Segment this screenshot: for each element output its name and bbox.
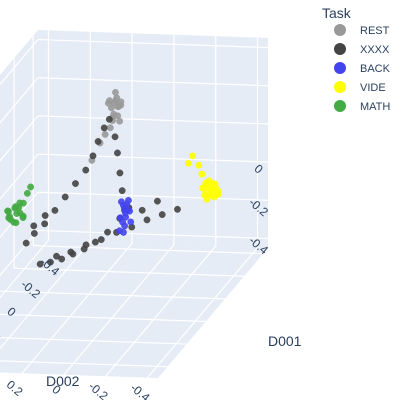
point-back [125, 197, 131, 203]
legend-label-math: MATH [360, 101, 390, 113]
point-xxxx [106, 116, 112, 122]
point-xxxx [68, 249, 74, 255]
point-xxxx [95, 138, 101, 144]
back-wall [38, 30, 268, 248]
point-xxxx [101, 125, 107, 131]
point-xxxx [144, 217, 150, 223]
point-math [20, 213, 26, 219]
point-math [24, 190, 30, 196]
point-xxxx [90, 153, 96, 159]
legend: Task REST XXXX BACK VIDE MATH [322, 5, 391, 113]
point-math [11, 219, 17, 225]
legend-title: Task [322, 5, 352, 21]
point-xxxx [42, 212, 48, 218]
point-xxxx [83, 167, 89, 173]
point-xxxx [98, 236, 104, 242]
point-rest [102, 131, 108, 137]
point-xxxx [72, 180, 78, 186]
point-vide [189, 153, 195, 159]
point-xxxx [41, 221, 47, 227]
point-math [20, 200, 26, 206]
point-xxxx [159, 211, 165, 217]
point-xxxx [104, 229, 110, 235]
point-xxxx [62, 194, 68, 200]
point-xxxx [83, 242, 89, 248]
point-rest [112, 89, 118, 95]
point-xxxx [114, 150, 120, 156]
point-xxxx [23, 240, 29, 246]
point-back [120, 229, 126, 235]
plot-scene: -0.4-0.200.20.40.6 -0.4-0.200.20.40.6 -0… [0, 30, 302, 400]
point-rest [116, 118, 122, 124]
y-tick-label: -0.2 [86, 379, 111, 400]
point-rest [115, 103, 121, 109]
point-back [121, 223, 127, 229]
legend-label-xxxx: XXXX [360, 44, 390, 56]
point-xxxx [139, 207, 145, 213]
point-vide [206, 178, 212, 184]
point-xxxx [119, 187, 125, 193]
legend-marker-math [334, 100, 346, 112]
point-xxxx [31, 223, 37, 229]
point-back [117, 215, 123, 221]
point-rest [106, 97, 112, 103]
point-vide [199, 185, 205, 191]
y-tick-label: -0.4 [128, 381, 153, 400]
point-back [124, 206, 130, 212]
y-axis-title: D002 [46, 373, 80, 389]
point-math [6, 215, 12, 221]
point-back [118, 199, 124, 205]
point-xxxx [53, 253, 59, 259]
legend-marker-vide [334, 81, 346, 93]
legend-marker-xxxx [334, 43, 346, 55]
y-tick-label: 0.2 [4, 377, 26, 399]
point-rest [107, 125, 113, 131]
point-xxxx [31, 230, 37, 236]
point-vide [195, 162, 201, 168]
legend-items: REST XXXX BACK VIDE MATH [334, 24, 391, 113]
legend-marker-rest [334, 24, 346, 36]
point-math [27, 184, 33, 190]
legend-label-back: BACK [360, 63, 391, 75]
point-xxxx [117, 170, 123, 176]
point-xxxx [154, 198, 160, 204]
point-xxxx [52, 207, 58, 213]
point-vide [215, 191, 221, 197]
point-xxxx [112, 134, 118, 140]
point-vide [199, 171, 205, 177]
legend-label-rest: REST [360, 25, 390, 37]
x-axis-title: D001 [268, 333, 302, 349]
point-xxxx [92, 239, 98, 245]
point-xxxx [174, 206, 180, 212]
point-back [128, 219, 134, 225]
point-vide [204, 196, 210, 202]
legend-marker-back [334, 62, 346, 74]
point-math [4, 208, 10, 214]
point-vide [185, 160, 191, 166]
legend-label-vide: VIDE [360, 82, 386, 94]
